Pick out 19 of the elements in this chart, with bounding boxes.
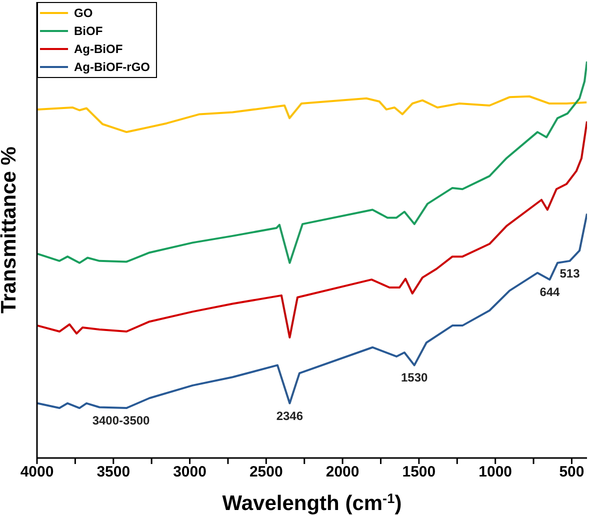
annotation: 2346 <box>276 408 304 423</box>
x-tick-label: 3000 <box>173 464 206 481</box>
annotation: 1530 <box>401 370 428 385</box>
x-tick-label: 1000 <box>478 464 512 481</box>
x-tick-label: 1500 <box>402 464 436 481</box>
annotation: 513 <box>560 266 580 280</box>
x-tick-label: 2500 <box>249 464 283 481</box>
x-axis-title: Wavelength (cm$^{-1}$) <box>222 490 402 515</box>
x-tick-label: 3500 <box>96 464 130 481</box>
annotation: 3400-3500 <box>92 414 150 428</box>
legend-label: BiOF <box>74 23 103 40</box>
legend-label: Ag-BiOF <box>74 41 123 58</box>
y-axis-title: Transmittance % <box>0 146 20 314</box>
legend-label: Ag-BiOF-rGO <box>74 59 150 76</box>
x-tick-label: 4000 <box>20 464 54 481</box>
annotation: 644 <box>540 285 560 300</box>
x-tick-label: 500 <box>559 464 584 481</box>
x-tick-label: 2000 <box>326 464 360 481</box>
legend-label: GO <box>74 5 93 22</box>
